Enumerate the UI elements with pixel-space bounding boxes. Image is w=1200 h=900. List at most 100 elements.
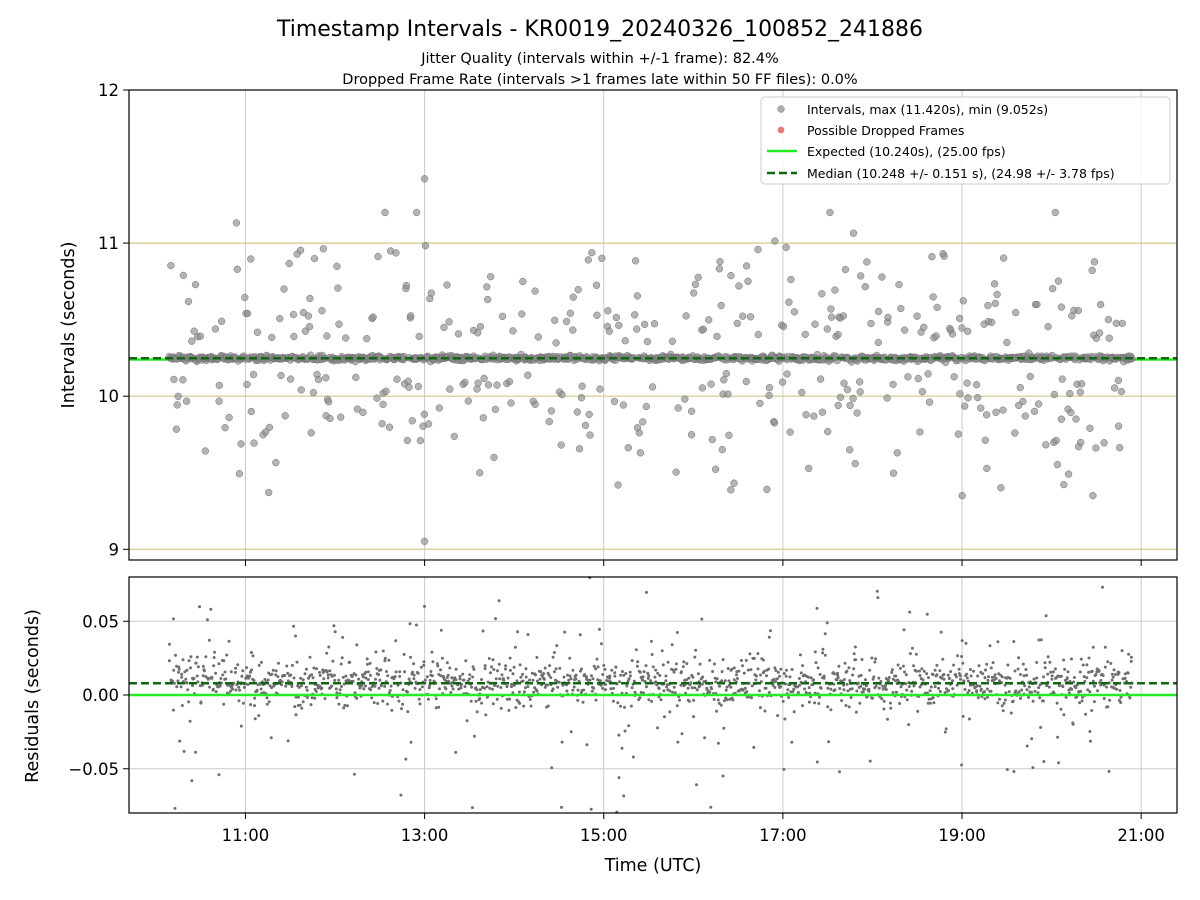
residual-point	[361, 675, 365, 679]
residual-point	[989, 689, 993, 693]
residual-point	[1092, 684, 1096, 688]
residual-point	[674, 667, 678, 671]
residual-point	[499, 706, 503, 710]
interval-point	[215, 381, 223, 390]
interval-point	[1074, 306, 1083, 315]
residual-point	[838, 770, 841, 774]
residual-point	[340, 656, 344, 660]
interval-point	[827, 313, 836, 321]
residual-point	[409, 740, 413, 744]
residual-point	[438, 687, 441, 691]
residual-point	[436, 664, 440, 668]
residual-point	[1079, 657, 1083, 661]
residual-point	[1012, 770, 1016, 773]
residual-point	[613, 674, 617, 678]
residual-point	[214, 671, 218, 675]
residual-point	[338, 688, 342, 692]
residual-point	[231, 687, 235, 691]
residual-point	[270, 686, 274, 690]
residual-point	[538, 677, 542, 681]
residual-point	[609, 687, 613, 691]
residual-point	[664, 679, 668, 683]
residual-point	[549, 676, 553, 680]
interval-point	[253, 328, 262, 336]
residual-point	[904, 673, 908, 677]
residual-point	[1051, 670, 1055, 674]
residual-point	[257, 663, 261, 667]
interval-point	[323, 332, 331, 340]
residual-point	[574, 677, 578, 681]
residual-point	[1031, 699, 1035, 703]
residual-point	[1057, 684, 1061, 688]
interval-point	[958, 492, 966, 500]
residual-point	[369, 673, 372, 677]
interval-point	[378, 420, 386, 428]
interval-point	[856, 388, 864, 396]
residual-point	[217, 662, 221, 666]
residual-point	[627, 724, 631, 728]
residual-point	[967, 717, 971, 721]
residual-point	[725, 698, 729, 702]
residual-point	[673, 691, 677, 695]
residual-point	[943, 691, 947, 695]
residual-point	[259, 660, 263, 664]
residual-point	[1072, 676, 1076, 679]
residuals-y-tick-label: 0.05	[82, 612, 119, 631]
residual-point	[618, 680, 621, 684]
residual-point	[185, 668, 189, 672]
residual-point	[1090, 709, 1094, 712]
interval-point	[735, 282, 743, 290]
residual-point	[722, 726, 726, 730]
interval-point	[783, 370, 791, 378]
residual-point	[660, 649, 664, 653]
residual-point	[622, 673, 626, 677]
interval-point	[235, 470, 244, 478]
x-tick-label: 13:00	[401, 826, 449, 845]
residual-point	[1017, 690, 1021, 694]
residual-point	[366, 670, 370, 674]
residual-point	[952, 663, 956, 667]
residual-point	[263, 677, 267, 681]
interval-point	[687, 407, 696, 415]
residual-point	[1085, 663, 1089, 667]
residual-point	[912, 664, 916, 668]
interval-point	[493, 381, 501, 389]
interval-point	[778, 378, 787, 386]
residual-point	[294, 713, 298, 717]
residual-point	[636, 660, 640, 664]
residual-point	[402, 652, 406, 656]
residual-point	[412, 677, 416, 681]
residual-point	[711, 670, 715, 673]
residual-point	[721, 774, 725, 778]
interval-point	[241, 293, 249, 302]
interval-point	[196, 332, 205, 340]
interval-point	[674, 404, 682, 412]
residual-point	[801, 664, 805, 668]
residual-point	[901, 664, 905, 668]
residual-point	[190, 779, 194, 783]
residual-point	[672, 670, 676, 674]
residual-point	[184, 677, 188, 681]
residual-point	[434, 706, 438, 710]
residuals-y-ticks: 0.05 0.00 −0.05	[68, 612, 129, 779]
interval-point	[643, 337, 652, 346]
interval-point	[924, 370, 932, 378]
residual-point	[641, 675, 645, 679]
interval-point	[801, 330, 809, 339]
residual-point	[472, 734, 476, 738]
residual-point	[928, 689, 932, 693]
residual-point	[874, 657, 878, 661]
interval-point	[730, 479, 738, 487]
residual-point	[646, 676, 650, 680]
residual-point	[459, 686, 463, 690]
residual-point	[565, 689, 569, 693]
residual-point	[236, 663, 240, 667]
residual-point	[335, 691, 339, 695]
interval-point	[718, 445, 726, 454]
residual-point	[563, 630, 567, 634]
interval-point	[191, 280, 200, 289]
interval-point	[507, 399, 515, 407]
interval-point	[476, 322, 485, 331]
residual-point	[497, 599, 501, 603]
residual-point	[177, 670, 180, 674]
